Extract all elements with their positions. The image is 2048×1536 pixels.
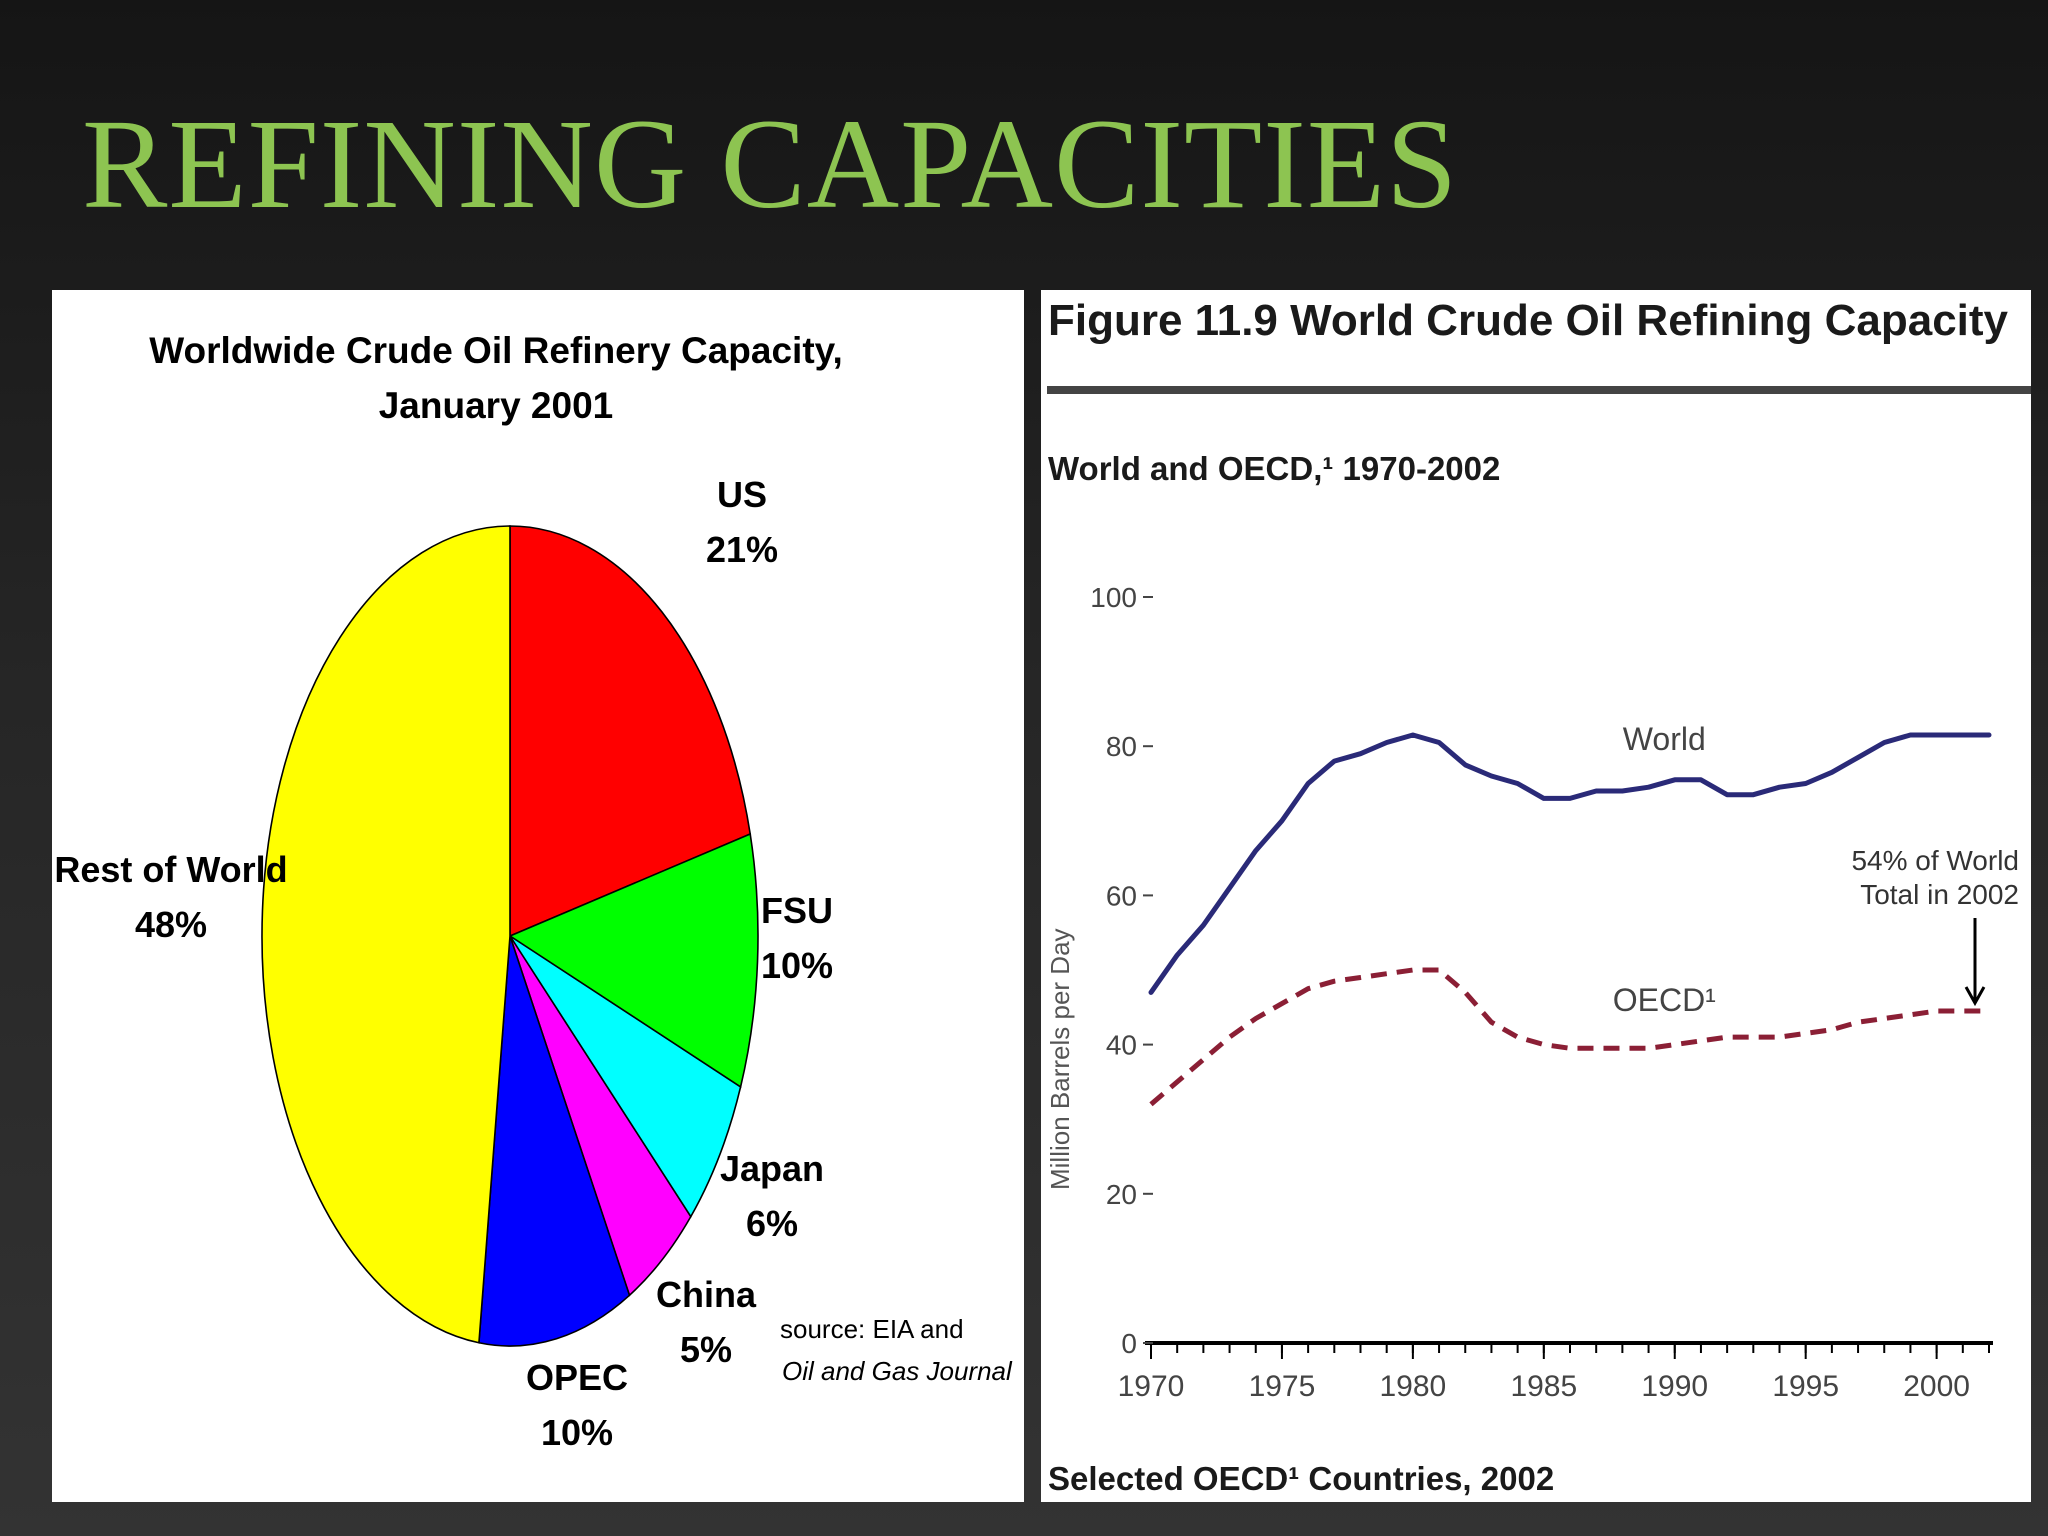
pie-chart-subtitle: January 2001	[379, 385, 614, 426]
pie-value-fsu: 10%	[761, 945, 833, 986]
annotation-line2: Total in 2002	[1860, 879, 2019, 910]
pie-slices	[261, 525, 759, 1347]
pie-label-us: US	[717, 474, 767, 515]
y-tick-label-60: 60	[1106, 880, 1137, 911]
x-tick-label-1975: 1975	[1249, 1370, 1316, 1403]
y-axis-label: Million Barrels per Day	[1045, 928, 1075, 1190]
pie-value-opec: 10%	[541, 1412, 613, 1453]
pie-label-japan: Japan	[720, 1148, 824, 1189]
x-tick-label-1970: 1970	[1118, 1370, 1185, 1403]
annotation-arrow-head	[1964, 986, 1986, 1007]
pie-slice-rest-of-world	[261, 525, 511, 1344]
pie-label-fsu: FSU	[761, 890, 833, 931]
line-series	[1148, 732, 1992, 1107]
y-tick-label-20: 20	[1106, 1179, 1137, 1210]
line-chart: Figure 11.9 World Crude Oil Refining Cap…	[1045, 296, 2031, 1497]
y-tick-label-80: 80	[1106, 731, 1137, 762]
annotation-line1: 54% of World	[1851, 845, 2019, 876]
pie-source-line2: Oil and Gas Journal	[782, 1356, 1013, 1386]
pie-slice-japan	[509, 935, 742, 1219]
pie-source-line1: source: EIA and	[780, 1314, 964, 1344]
pie-slice-us	[509, 525, 752, 938]
x-tick-label-1980: 1980	[1380, 1370, 1447, 1403]
pie-value-rest-of-world: 48%	[135, 904, 207, 945]
line-chart-title: Figure 11.9 World Crude Oil Refining Cap…	[1048, 296, 2009, 345]
pie-value-china: 5%	[680, 1329, 732, 1370]
pie-labels: US 21% FSU 10% Japan 6% China 5% OPEC 10% Rest of …	[54, 474, 833, 1453]
pie-value-japan: 6%	[746, 1203, 798, 1244]
pie-label-rest-of-world: Rest of World	[54, 849, 287, 890]
y-tick-label-40: 40	[1106, 1030, 1137, 1061]
pie-slice-fsu	[508, 832, 759, 1089]
line-chart-panel: Figure 11.9 World Crude Oil Refining Cap…	[1041, 290, 2031, 1502]
slide-title: REFINING CAPACITIES	[82, 93, 1459, 235]
pie-chart-title: Worldwide Crude Oil Refinery Capacity,	[149, 330, 843, 371]
pie-value-us: 21%	[706, 529, 778, 570]
x-tick-label-1995: 1995	[1772, 1370, 1839, 1403]
pie-label-opec: OPEC	[526, 1357, 628, 1398]
y-tick-label-0: 0	[1121, 1328, 1137, 1359]
oecd-series-label: OECD¹	[1613, 982, 1716, 1018]
x-tick-label-2000: 2000	[1903, 1370, 1970, 1403]
x-tick-label-1985: 1985	[1510, 1370, 1577, 1403]
x-tick-label-1990: 1990	[1641, 1370, 1708, 1403]
y-tick-label-100: 100	[1090, 582, 1137, 613]
annotation-arrow	[1964, 918, 1986, 1007]
pie-chart: Worldwide Crude Oil Refinery Capacity, J…	[54, 330, 1013, 1453]
pie-label-china: China	[656, 1274, 757, 1315]
pie-chart-panel: Worldwide Crude Oil Refinery Capacity, J…	[52, 290, 1024, 1502]
world-series-label: World	[1623, 721, 1706, 757]
oecd-series-line	[1149, 967, 1989, 1107]
pie-slice-opec	[478, 935, 631, 1347]
world-series-line	[1148, 732, 1992, 995]
line-axes: 1970 1975 1980 1985 1990 1995 2000 0 20 40 60 80 100	[1090, 582, 1993, 1403]
line-chart-footer: Selected OECD¹ Countries, 2002	[1048, 1460, 1554, 1497]
title-rule	[1047, 386, 2031, 394]
line-chart-subtitle: World and OECD,¹ 1970-2002	[1048, 450, 1500, 487]
